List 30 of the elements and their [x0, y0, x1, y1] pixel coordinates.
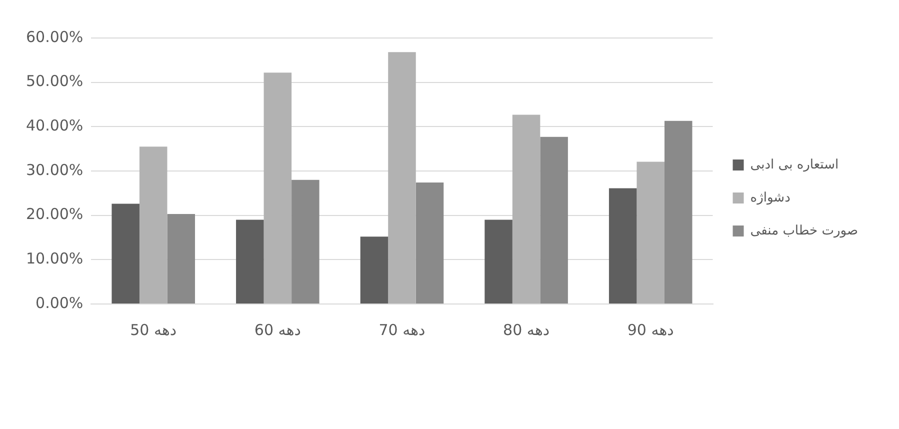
- bar: [608, 188, 637, 304]
- bar: [388, 52, 416, 304]
- bar: [112, 204, 140, 304]
- y-tick-label: 0.00%: [36, 294, 84, 312]
- bar: [167, 214, 195, 304]
- y-tick-label: 60.00%: [26, 28, 84, 46]
- bar: [512, 114, 540, 304]
- bar: [264, 72, 292, 304]
- bar: [540, 136, 568, 304]
- x-tick-label: دهه 90: [627, 320, 674, 339]
- legend-label: استعاره بی ادبی: [750, 157, 839, 172]
- x-tick-label: دهه 50: [130, 320, 177, 339]
- legend-label: دشواژه: [750, 190, 791, 206]
- bar: [360, 236, 388, 304]
- y-tick-label: 20.00%: [26, 205, 84, 224]
- x-tick-label: دهه 60: [254, 320, 301, 339]
- bar: [484, 220, 512, 304]
- bar: [139, 146, 168, 304]
- bar: [236, 220, 264, 304]
- legend-label: صورت خطاب منفی: [750, 223, 858, 238]
- bar: [664, 120, 692, 304]
- y-tick-label: 30.00%: [26, 160, 84, 179]
- bar: [636, 162, 664, 304]
- x-tick-label: دهه 80: [503, 320, 550, 339]
- x-tick-label: دهه 70: [378, 320, 426, 339]
- bar: [416, 182, 444, 304]
- bar: [292, 180, 320, 304]
- y-tick-label: 10.00%: [26, 250, 84, 268]
- y-tick-label: 40.00%: [26, 116, 84, 135]
- y-tick-label: 50.00%: [26, 72, 84, 90]
